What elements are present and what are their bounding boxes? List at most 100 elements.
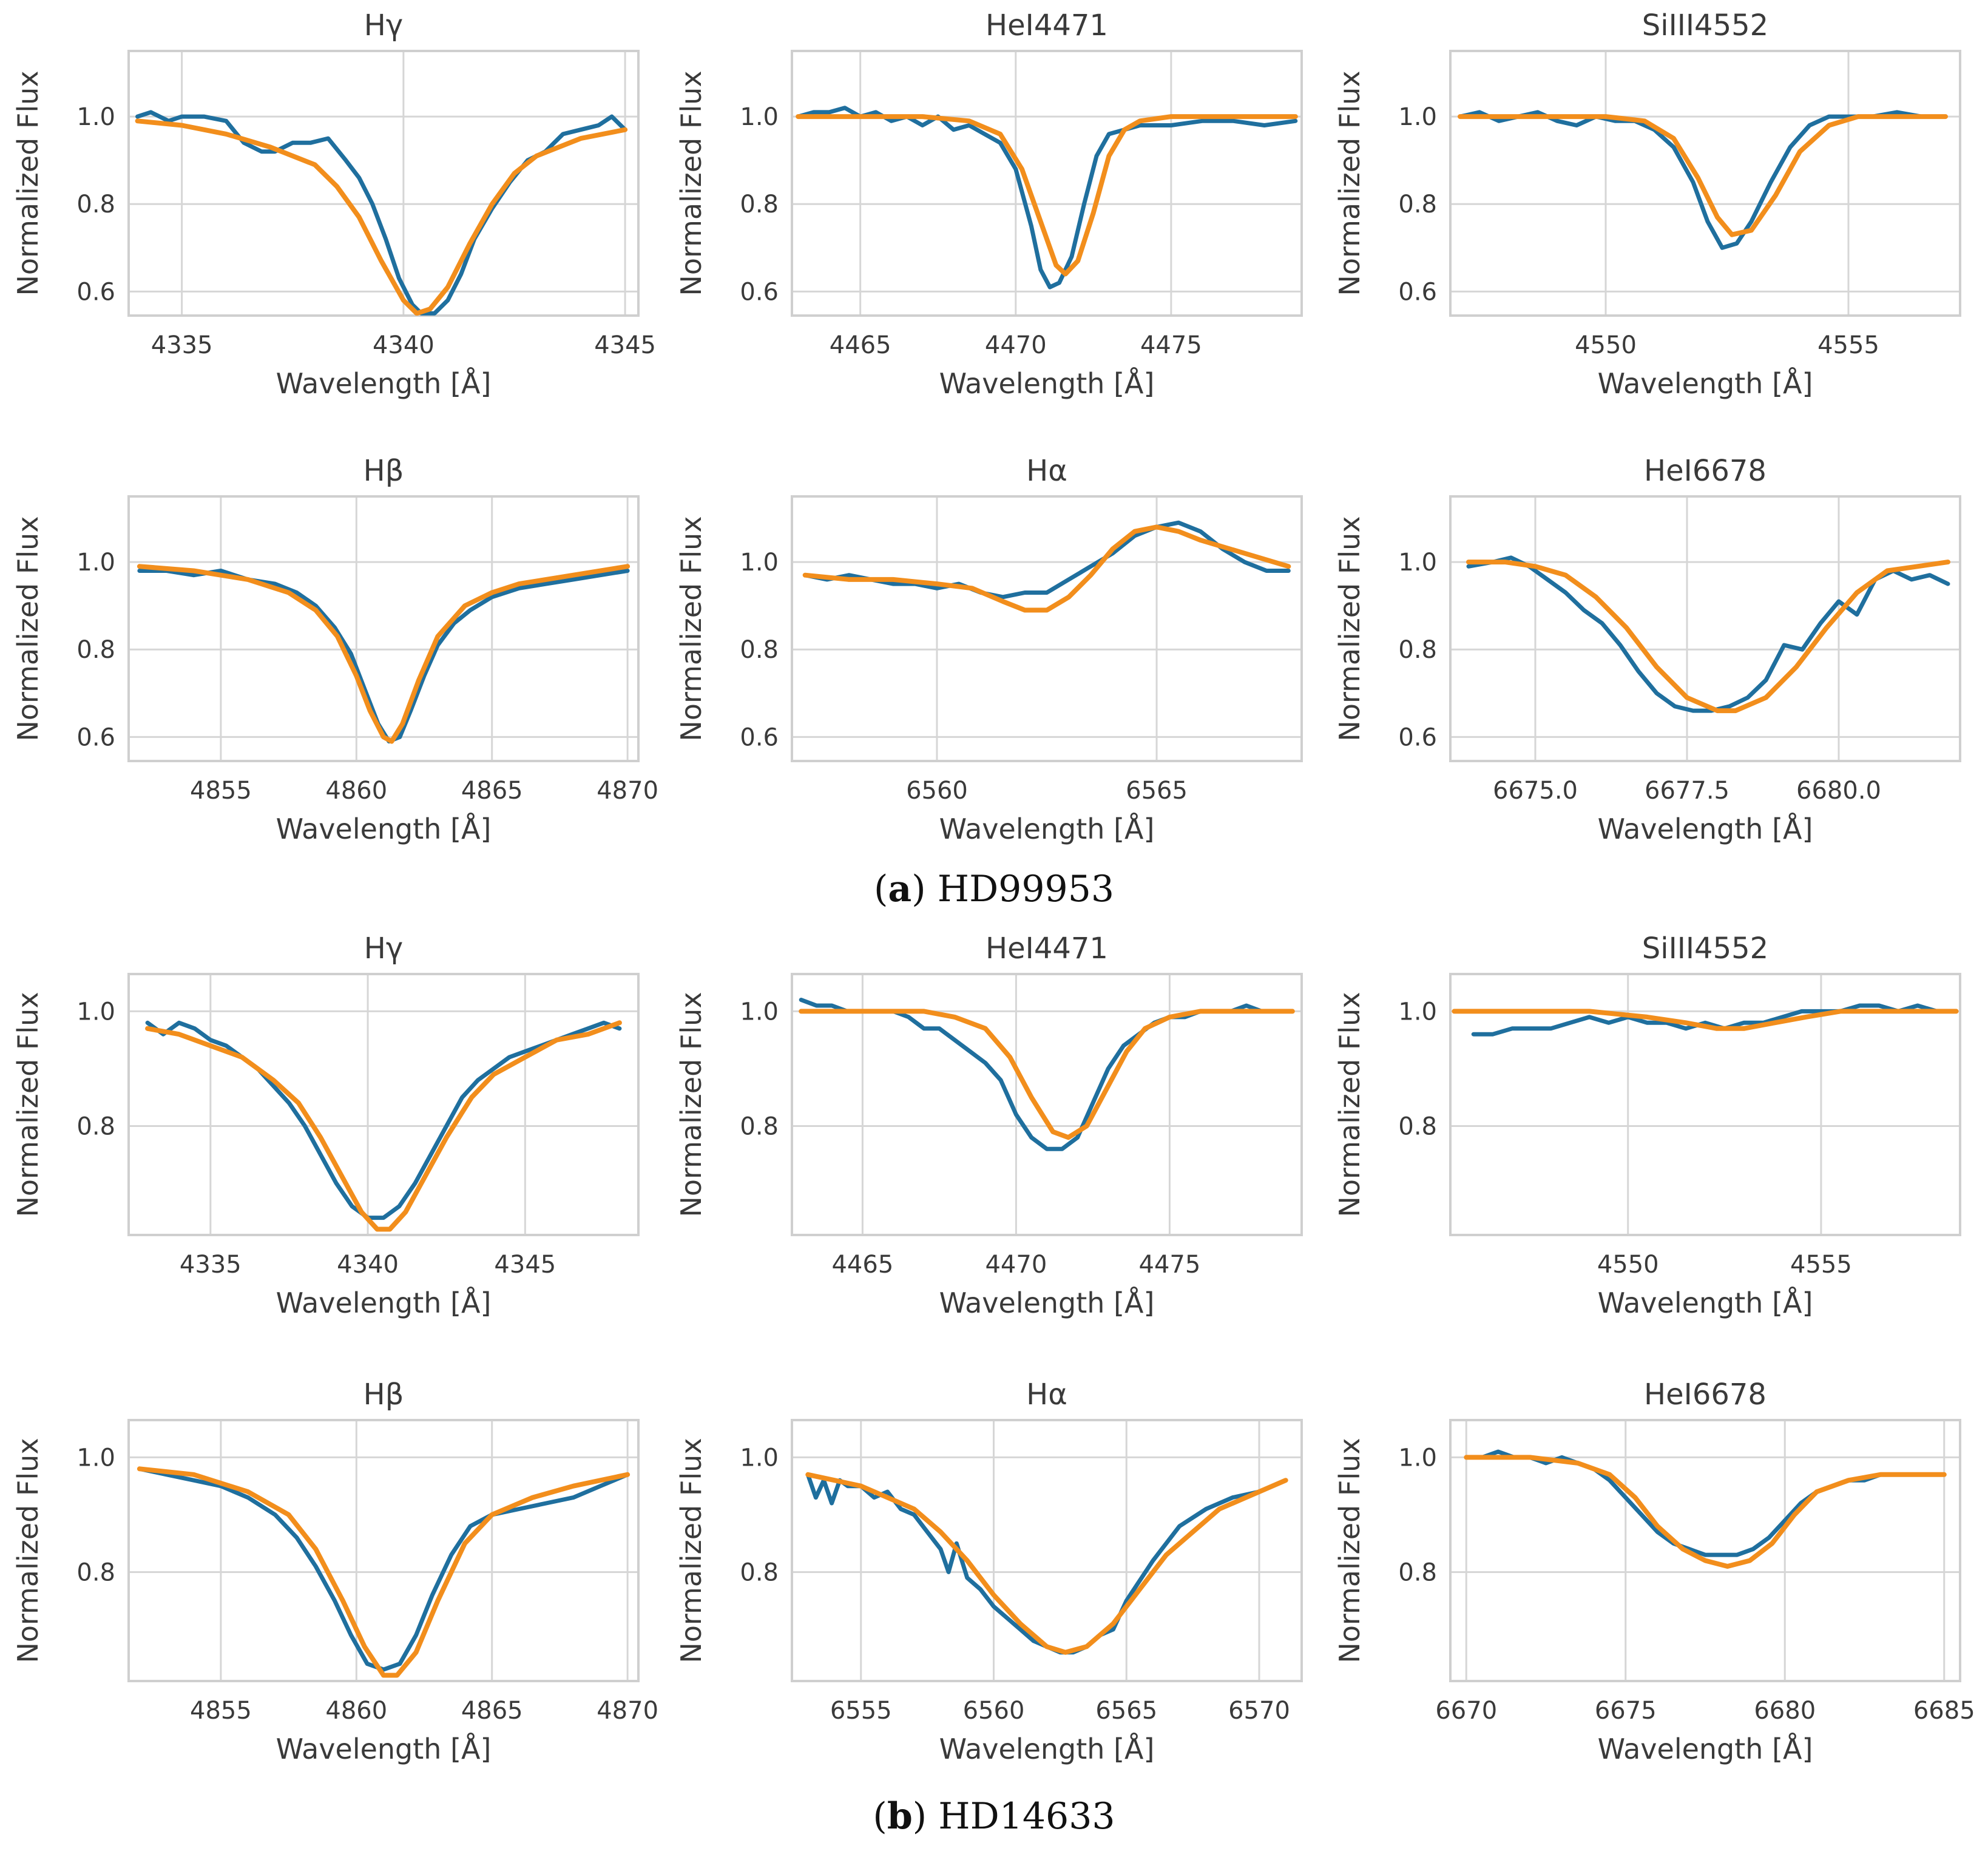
panel-2-x-axis-label: Wavelength [Å] [939, 367, 1155, 400]
panel-9-y-tick-label-2: 1.0 [1398, 998, 1437, 1026]
panel-8-y-tick-label-2: 1.0 [740, 998, 779, 1026]
panel-11-y-tick-label-1: 0.8 [740, 1558, 779, 1586]
panel-7-x-tick-label-3: 4345 [494, 1251, 556, 1279]
panel-1-y-tick-label-1: 0.6 [76, 278, 115, 306]
panel-4-y-tick-label-3: 1.0 [76, 549, 115, 577]
caption-b-letter: b [887, 1795, 913, 1838]
panel-10-y-tick-label-1: 0.8 [76, 1558, 115, 1586]
panel-8-x-tick-label-2: 4470 [985, 1251, 1047, 1279]
panel-6-x-tick-label-2: 6677.5 [1645, 777, 1729, 805]
panel-6-x-tick-label-1: 6675.0 [1493, 777, 1578, 805]
panel-5-y-tick-label-3: 1.0 [740, 549, 779, 577]
panel-5-frame [791, 495, 1303, 762]
spectrum-panel-8: 4465 4470 4475 0.8 1.0 HeI4471 Wavelength [Å] N… [675, 932, 1303, 1319]
panel-1-y-tick-label-2: 0.8 [76, 191, 115, 218]
panel-2-x-tick-label-2: 4470 [985, 331, 1047, 359]
panel-9-model-spectrum-line [1452, 1009, 1959, 1031]
panel-6-x-axis-label: Wavelength [Å] [1598, 813, 1813, 845]
panel-11-y-axis-label: Normalized Flux [675, 1438, 708, 1663]
panel-11-frame [791, 1419, 1303, 1682]
spectrum-panel-6: 6675.0 6677.5 6680.0 0.6 0.8 1.0 HeI6678 Wavele… [1333, 454, 1961, 845]
spectrum-panel-2: 4465 4470 4475 0.6 0.8 1.0 HeI4471 Wavelength [… [675, 8, 1303, 400]
panel-3-x-tick-label-2: 4555 [1817, 331, 1879, 359]
panel-11-observed-spectrum-line [805, 1472, 1288, 1655]
panel-3-y-tick-label-2: 0.8 [1398, 191, 1437, 218]
panel-11-x-tick-label-4: 6570 [1228, 1697, 1290, 1725]
panel-5-x-axis-label: Wavelength [Å] [939, 813, 1155, 845]
panel-6-y-tick-label-1: 0.6 [1398, 723, 1437, 751]
panel-6-model-spectrum-line [1466, 560, 1950, 714]
panel-11-x-axis-label: Wavelength [Å] [939, 1733, 1155, 1765]
panel-7-y-tick-label-1: 0.8 [76, 1112, 115, 1140]
panel-7-observed-spectrum-line [145, 1020, 622, 1220]
panel-2-y-tick-label-2: 0.8 [740, 191, 779, 218]
panel-2-y-tick-label-3: 1.0 [740, 103, 779, 131]
panel-5-x-tick-label-2: 6565 [1126, 777, 1188, 805]
panel-9-y-axis-label: Normalized Flux [1333, 992, 1366, 1217]
spectrum-panel-9: 4550 4555 0.8 1.0 SiIII4552 Wavelength [Å] Nor… [1333, 932, 1961, 1319]
panel-3-y-tick-label-1: 0.6 [1398, 278, 1437, 306]
panel-8-title: HeI4471 [986, 932, 1108, 966]
panel-10-model-spectrum-line [137, 1466, 631, 1678]
panel-10-observed-spectrum-line [137, 1466, 630, 1672]
panel-5-y-axis-label: Normalized Flux [675, 516, 708, 741]
spectrum-panel-12: 6670 6675 6680 6685 0.8 1.0 HeI6678 Wavelength … [1333, 1378, 1975, 1765]
caption-a-text: ) HD99953 [911, 868, 1115, 910]
panel-1-x-tick-label-1: 4335 [151, 331, 213, 359]
panel-8-y-axis-label: Normalized Flux [675, 992, 708, 1217]
panel-1-x-axis-label: Wavelength [Å] [276, 367, 492, 400]
panel-6-x-tick-label-3: 6680.0 [1796, 777, 1881, 805]
caption-a-letter: a [888, 868, 912, 910]
panel-1-x-tick-label-2: 4340 [373, 331, 434, 359]
panel-9-x-tick-label-1: 4550 [1597, 1251, 1659, 1279]
spectrum-panel-5: 6560 6565 0.6 0.8 1.0 Hα Wavelength [Å] Normali… [675, 454, 1303, 845]
panel-10-y-tick-label-2: 1.0 [76, 1444, 115, 1472]
panel-6-y-tick-label-2: 0.8 [1398, 636, 1437, 664]
panel-3-x-tick-label-1: 4550 [1575, 331, 1637, 359]
panel-12-x-tick-label-3: 6680 [1754, 1697, 1816, 1725]
panel-2-observed-spectrum-line [796, 106, 1298, 289]
panel-6-y-tick-label-3: 1.0 [1398, 549, 1437, 577]
panel-2-title: HeI4471 [986, 8, 1108, 42]
panel-1-y-axis-label: Normalized Flux [12, 70, 44, 296]
panel-6-frame [1449, 495, 1961, 762]
panel-3-observed-spectrum-line [1458, 110, 1948, 250]
panel-2-frame [791, 50, 1303, 317]
panel-4-y-tick-label-1: 0.6 [76, 723, 115, 751]
panel-2-x-tick-label-3: 4475 [1140, 331, 1202, 359]
panel-10-x-tick-label-1: 4855 [190, 1697, 252, 1725]
panel-11-x-tick-label-2: 6560 [963, 1697, 1025, 1725]
panel-8-x-tick-label-3: 4475 [1139, 1251, 1201, 1279]
panel-12-title: HeI6678 [1644, 1378, 1767, 1412]
panel-6-title: HeI6678 [1644, 454, 1767, 488]
panel-1-observed-spectrum-line [135, 110, 627, 316]
panel-12-x-tick-label-2: 6675 [1595, 1697, 1657, 1725]
panel-4-observed-spectrum-line [137, 569, 630, 744]
panel-4-frame [127, 495, 640, 762]
panel-11-title: Hα [1026, 1378, 1067, 1412]
spectrum-panel-10: 4855 4860 4865 4870 0.8 1.0 Hβ Wavelength [Å] No… [12, 1378, 658, 1765]
panel-7-x-tick-label-1: 4335 [180, 1251, 242, 1279]
panel-4-x-tick-label-3: 4865 [461, 777, 523, 805]
panel-11-x-tick-label-3: 6565 [1095, 1697, 1157, 1725]
panel-10-x-tick-label-3: 4865 [461, 1697, 523, 1725]
panel-2-y-tick-label-1: 0.6 [740, 278, 779, 306]
panel-3-y-tick-label-3: 1.0 [1398, 103, 1437, 131]
panel-8-x-axis-label: Wavelength [Å] [939, 1287, 1155, 1319]
panel-7-x-axis-label: Wavelength [Å] [276, 1287, 492, 1319]
panel-9-title: SiIII4552 [1642, 932, 1768, 966]
panel-8-model-spectrum-line [799, 1009, 1295, 1140]
panel-3-title: SiIII4552 [1642, 8, 1768, 42]
panel-4-y-tick-label-2: 0.8 [76, 636, 115, 664]
panel-9-y-tick-label-1: 0.8 [1398, 1112, 1437, 1140]
panel-4-x-tick-label-4: 4870 [597, 777, 658, 805]
panel-10-title: Hβ [363, 1378, 404, 1412]
panel-5-x-tick-label-1: 6560 [906, 777, 968, 805]
panel-4-x-axis-label: Wavelength [Å] [276, 813, 492, 845]
panel-10-x-tick-label-4: 4870 [597, 1697, 658, 1725]
caption-b-text: ) HD14633 [912, 1795, 1115, 1838]
panel-12-observed-spectrum-line [1464, 1449, 1947, 1557]
panel-4-model-spectrum-line [137, 564, 631, 744]
panel-12-frame [1449, 1419, 1961, 1682]
